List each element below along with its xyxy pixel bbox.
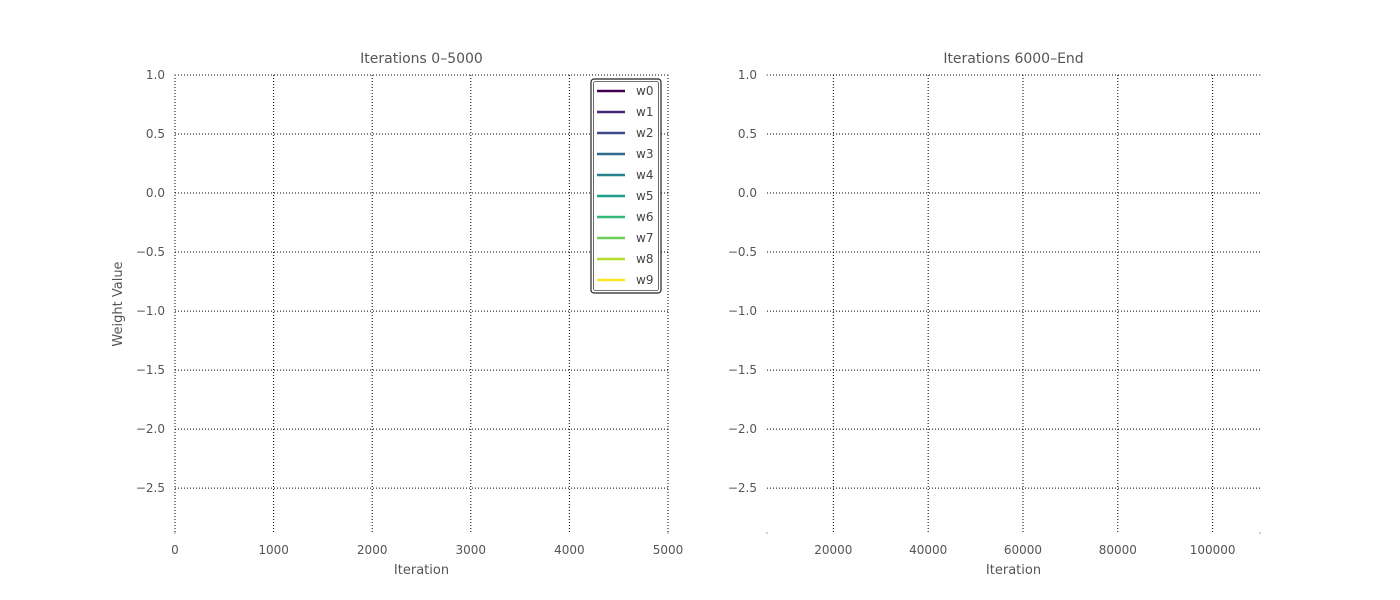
- axis-corner-dot: [1259, 74, 1261, 76]
- x-tick-label: 0: [171, 543, 179, 557]
- legend: w0 w1 w2 w3 w4 w5 w6 w7 w8 w9: [590, 78, 662, 294]
- x-axis-label: Iteration: [394, 563, 449, 578]
- legend-label-w3: w3: [636, 147, 653, 161]
- y-tick-label: −1.5: [136, 363, 165, 377]
- y-tick-label: 1.0: [738, 68, 757, 82]
- x-tick-label: 2000: [357, 543, 388, 557]
- y-axis-label: Weight Value: [111, 261, 126, 346]
- right-chart-panel: 1.0 0.5 0.0 −0.5 −1.0 −1.5 −2.0 −2.5 20000 40000 6…: [728, 51, 1261, 578]
- y-tick-label: −2.0: [728, 422, 757, 436]
- legend-label-w7: w7: [636, 231, 653, 245]
- x-tick-label: 4000: [554, 543, 585, 557]
- legend-label-w8: w8: [636, 252, 653, 266]
- y-tick-label: 0.5: [146, 127, 165, 141]
- y-tick-label: −2.5: [136, 481, 165, 495]
- y-tick-label: 0.0: [738, 186, 757, 200]
- x-tick-label: 3000: [456, 543, 487, 557]
- legend-label-w1: w1: [636, 105, 653, 119]
- axis-corner-dot: [174, 74, 176, 76]
- y-tick-label: −1.0: [136, 304, 165, 318]
- y-tick-label: 0.0: [146, 186, 165, 200]
- y-tick-label: −2.0: [136, 422, 165, 436]
- x-tick-label: 1000: [258, 543, 289, 557]
- x-tick-label: 80000: [1099, 543, 1137, 557]
- axis-corner-dot: [174, 532, 176, 534]
- axis-corner-dot: [766, 74, 768, 76]
- y-tick-label: −2.5: [728, 481, 757, 495]
- y-tick-label: −0.5: [728, 245, 757, 259]
- axis-corner-dot: [1259, 532, 1261, 534]
- legend-label-w0: w0: [636, 84, 653, 98]
- y-tick-label: −1.0: [728, 304, 757, 318]
- x-tick-label: 100000: [1190, 543, 1236, 557]
- chart-title: Iterations 0–5000: [360, 51, 483, 67]
- legend-label-w4: w4: [636, 168, 653, 182]
- x-tick-label: 60000: [1004, 543, 1042, 557]
- y-tick-label: 1.0: [146, 68, 165, 82]
- legend-label-w9: w9: [636, 273, 653, 287]
- axis-corner-dot: [766, 532, 768, 534]
- y-tick-label: −1.5: [728, 363, 757, 377]
- x-axis-label: Iteration: [986, 563, 1041, 578]
- x-tick-label: 20000: [814, 543, 852, 557]
- legend-label-w5: w5: [636, 189, 653, 203]
- legend-inner-frame: [593, 81, 659, 291]
- axis-corner-dot: [667, 532, 669, 534]
- axis-corner-dot: [667, 74, 669, 76]
- x-tick-label: 5000: [653, 543, 684, 557]
- left-chart-panel: 1.0 0.5 0.0 −0.5 −1.0 −1.5 −2.0 −2.5 0 1000 2000 30…: [111, 51, 683, 578]
- chart-title: Iterations 6000–End: [943, 51, 1083, 67]
- legend-label-w6: w6: [636, 210, 653, 224]
- x-tick-label: 40000: [909, 543, 947, 557]
- y-tick-label: −0.5: [136, 245, 165, 259]
- y-tick-label: 0.5: [738, 127, 757, 141]
- legend-label-w2: w2: [636, 126, 653, 140]
